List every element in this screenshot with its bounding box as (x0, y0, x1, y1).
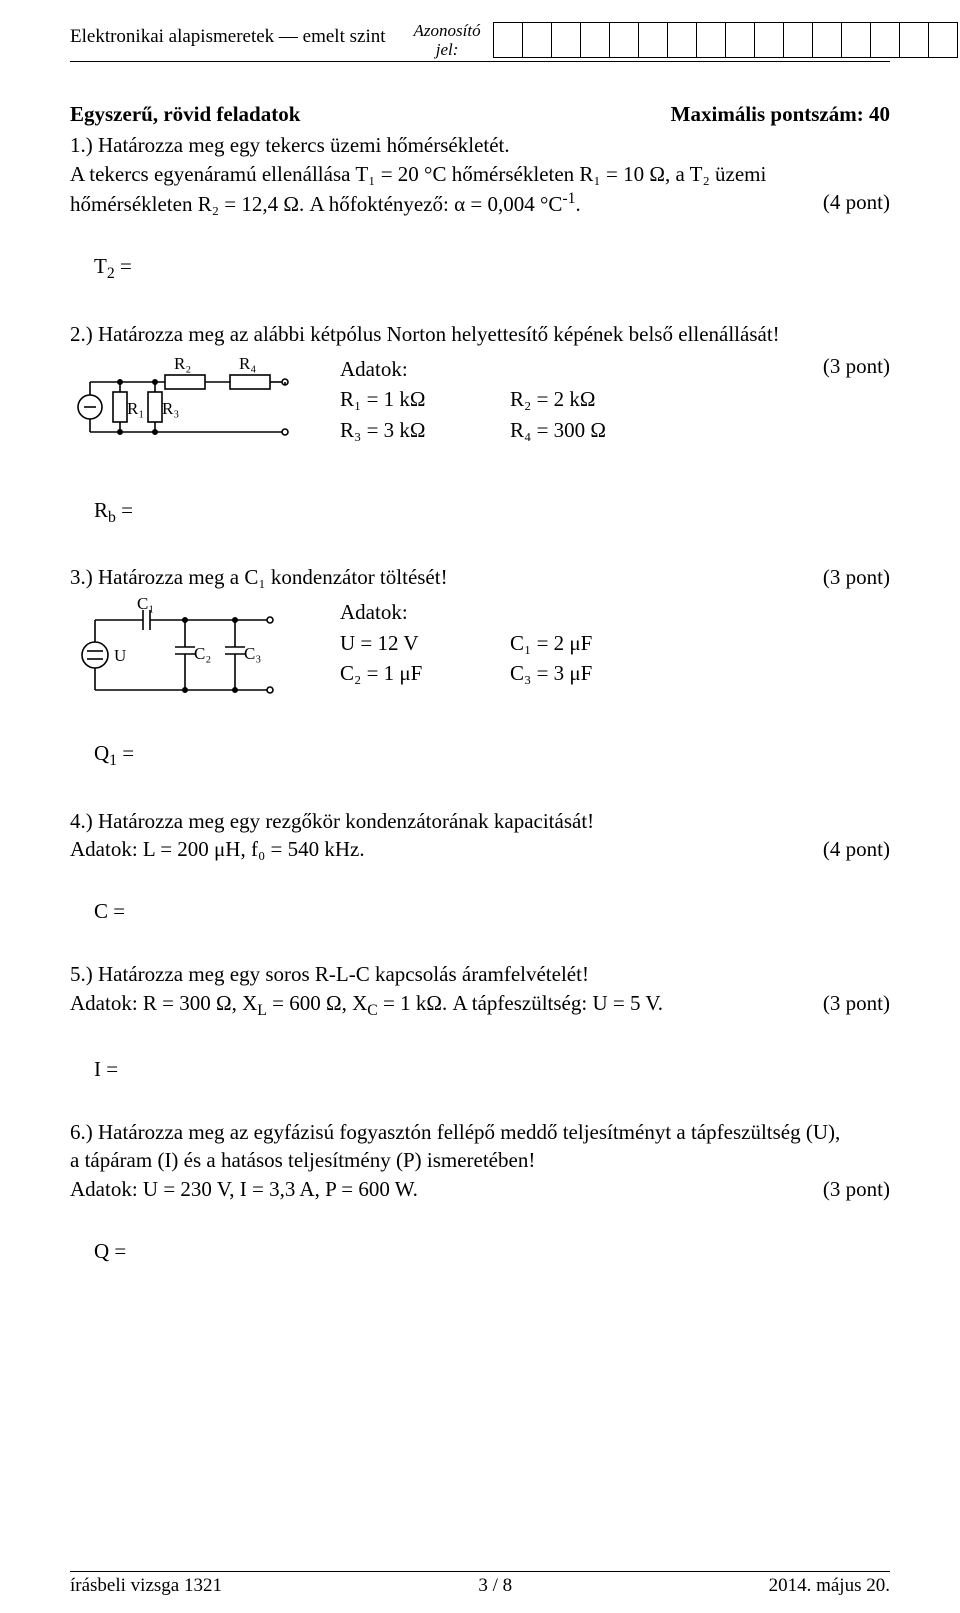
id-box[interactable] (841, 22, 871, 58)
task-5: 5.) Határozza meg egy soros R-L-C kapcso… (70, 960, 890, 1021)
svg-text:C₁: C₁ (137, 595, 154, 613)
task-5-points: (3 pont) (823, 989, 890, 1017)
id-box[interactable] (609, 22, 639, 58)
task-6-line3: Adatok: U = 230 V, I = 3,3 A, P = 600 W.… (70, 1175, 890, 1203)
footer-left: írásbeli vizsga 1321 (70, 1575, 222, 1597)
task-3-circuit-icon: C₁ U C₂ C₃ (70, 595, 300, 705)
task-6-points: (3 pont) (823, 1175, 890, 1203)
task-4-line1: 4.) Határozza meg egy rezgőkör kondenzát… (70, 807, 890, 835)
task-2-line1: 2.) Határozza meg az alábbi kétpólus Nor… (70, 320, 890, 348)
svg-text:R₄: R₄ (239, 354, 256, 373)
svg-text:U: U (114, 646, 126, 665)
task-3-points: (3 pont) (823, 563, 890, 591)
header-id-label: Azonosító jel: (386, 20, 491, 59)
page-footer: írásbeli vizsga 1321 3 / 8 2014. május 2… (70, 1571, 890, 1597)
section-title-left: Egyszerű, rövid feladatok (70, 102, 300, 127)
task-1-points: (4 pont) (823, 188, 890, 216)
svg-text:R₁: R₁ (127, 399, 144, 418)
id-box[interactable] (522, 22, 552, 58)
task-1-line2: A tekercs egyenáramú ellenállása T₁ = 20… (70, 160, 890, 188)
task-2-circuit-icon: R₁ R₃ R₂ R₄ (70, 352, 300, 462)
task-1: 1.) Határozza meg egy tekercs üzemi hőmé… (70, 131, 890, 218)
task-1-answer: T2 = (94, 254, 890, 283)
task-3-line1: 3.) Határozza meg a C₁ kondenzátor tölté… (70, 563, 890, 591)
id-box[interactable] (493, 22, 523, 58)
footer-right: 2014. május 20. (769, 1575, 890, 1597)
task-3-data: Adatok: U = 12 V C₁ = 2 μF C₂ = 1 μF C₃ … (340, 595, 680, 688)
task-4: 4.) Határozza meg egy rezgőkör kondenzát… (70, 807, 890, 864)
id-box[interactable] (696, 22, 726, 58)
task-1-line3: hőmérsékleten R₂ = 12,4 Ω. A hőfoktényez… (70, 188, 890, 218)
svg-text:C₃: C₃ (244, 644, 261, 663)
task-5-answer: I = (94, 1057, 890, 1082)
task-2-data: Adatok: R₁ = 1 kΩ R₂ = 2 kΩ R₃ = 3 kΩ R₄… (340, 352, 680, 445)
header-subject: Elektronikai alapismeretek — emelt szint (70, 20, 386, 48)
footer-mid: 3 / 8 (478, 1575, 512, 1597)
id-box[interactable] (754, 22, 784, 58)
id-box[interactable] (783, 22, 813, 58)
task-5-line1: 5.) Határozza meg egy soros R-L-C kapcso… (70, 960, 890, 988)
id-box[interactable] (812, 22, 842, 58)
task-4-line2: Adatok: L = 200 μH, f₀ = 540 kHz. (4 pon… (70, 835, 890, 863)
task-6-answer: Q = (94, 1239, 890, 1264)
task-1-line1: 1.) Határozza meg egy tekercs üzemi hőmé… (70, 131, 890, 159)
id-box[interactable] (551, 22, 581, 58)
id-box[interactable] (899, 22, 929, 58)
svg-text:R₂: R₂ (174, 354, 191, 373)
svg-text:C₂: C₂ (194, 644, 211, 663)
task-6: 6.) Határozza meg az egyfázisú fogyasztó… (70, 1118, 890, 1203)
section-title-row: Egyszerű, rövid feladatok Maximális pont… (70, 102, 890, 127)
id-box[interactable] (638, 22, 668, 58)
id-box[interactable] (928, 22, 958, 58)
task-4-answer: C = (94, 899, 890, 924)
id-box[interactable] (870, 22, 900, 58)
section-title-right: Maximális pontszám: 40 (671, 102, 890, 127)
id-boxes (493, 20, 958, 58)
svg-text:R₃: R₃ (162, 399, 179, 418)
id-box[interactable] (580, 22, 610, 58)
task-3: 3.) Határozza meg a C₁ kondenzátor tölté… (70, 563, 890, 705)
page-header: Elektronikai alapismeretek — emelt szint… (70, 20, 890, 62)
id-box[interactable] (725, 22, 755, 58)
task-3-answer: Q1 = (94, 741, 890, 770)
task-6-line2: a tápáram (I) és a hatásos teljesítmény … (70, 1146, 890, 1174)
task-6-line1: 6.) Határozza meg az egyfázisú fogyasztó… (70, 1118, 890, 1146)
task-2-answer: Rb = (94, 498, 890, 527)
task-2-points: (3 pont) (823, 352, 890, 380)
id-box[interactable] (667, 22, 697, 58)
task-5-line2: Adatok: R = 300 Ω, XL = 600 Ω, XC = 1 kΩ… (70, 989, 890, 1021)
task-4-points: (4 pont) (823, 835, 890, 863)
task-2: 2.) Határozza meg az alábbi kétpólus Nor… (70, 320, 890, 462)
